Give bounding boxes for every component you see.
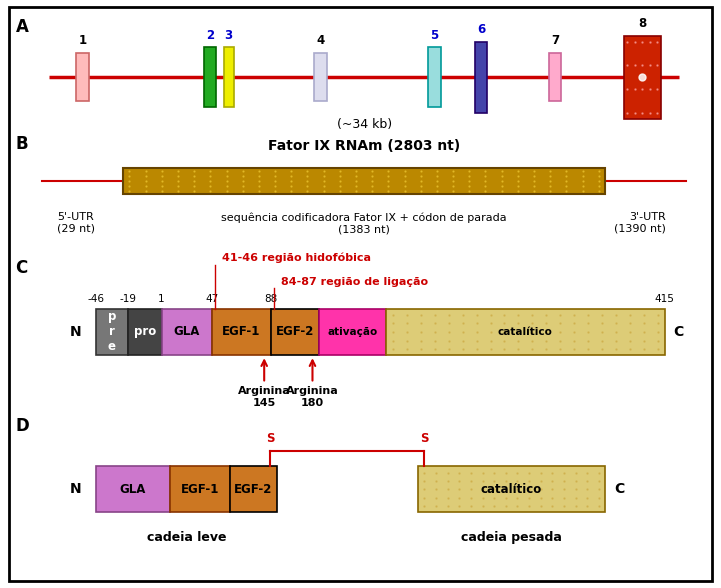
Text: N: N bbox=[70, 482, 81, 496]
Bar bbox=[417, 466, 606, 512]
Text: -19: -19 bbox=[120, 294, 136, 304]
Text: 5: 5 bbox=[430, 29, 438, 42]
Text: 84-87 região de ligação: 84-87 região de ligação bbox=[281, 277, 428, 287]
Bar bbox=[230, 466, 277, 512]
Text: 1: 1 bbox=[159, 294, 165, 304]
Bar bbox=[224, 48, 234, 107]
Text: cadeia leve: cadeia leve bbox=[146, 530, 226, 544]
Text: sequência codificadora Fator IX + códon de parada
(1383 nt): sequência codificadora Fator IX + códon … bbox=[221, 212, 507, 235]
Text: N: N bbox=[70, 325, 81, 339]
Bar bbox=[428, 48, 441, 107]
Bar bbox=[76, 53, 89, 101]
Text: 1: 1 bbox=[79, 35, 87, 48]
Text: catalítico: catalítico bbox=[481, 483, 542, 496]
Text: C: C bbox=[15, 259, 27, 277]
Text: A: A bbox=[15, 18, 28, 36]
Bar bbox=[212, 309, 271, 355]
Text: 3'-UTR
(1390 nt): 3'-UTR (1390 nt) bbox=[614, 212, 666, 234]
Text: 47: 47 bbox=[205, 294, 218, 304]
Bar bbox=[475, 42, 487, 113]
Text: 4: 4 bbox=[317, 35, 324, 48]
Text: C: C bbox=[614, 482, 624, 496]
Bar bbox=[128, 309, 162, 355]
Text: Arginina
180: Arginina 180 bbox=[286, 386, 339, 408]
Text: -46: -46 bbox=[87, 294, 105, 304]
Bar bbox=[123, 168, 606, 194]
Text: GLA: GLA bbox=[174, 325, 200, 339]
Text: 3: 3 bbox=[225, 29, 233, 42]
Text: 2: 2 bbox=[205, 29, 214, 42]
Bar bbox=[271, 309, 319, 355]
Text: C: C bbox=[673, 325, 683, 339]
Text: 5'-UTR
(29 nt): 5'-UTR (29 nt) bbox=[57, 212, 94, 234]
Bar bbox=[624, 36, 661, 119]
Text: 415: 415 bbox=[655, 294, 674, 304]
Text: S: S bbox=[266, 432, 275, 445]
Text: (~34 kb): (~34 kb) bbox=[337, 118, 392, 131]
Bar bbox=[96, 466, 169, 512]
Text: 41-46 região hidofóbica: 41-46 região hidofóbica bbox=[222, 253, 371, 263]
Bar bbox=[169, 466, 230, 512]
Text: EGF-2: EGF-2 bbox=[276, 325, 314, 339]
Text: catalítico: catalítico bbox=[498, 327, 553, 337]
Text: Arginina
145: Arginina 145 bbox=[238, 386, 291, 408]
Text: EGF-1: EGF-1 bbox=[222, 325, 260, 339]
Text: pro: pro bbox=[133, 325, 156, 339]
Text: 7: 7 bbox=[551, 35, 559, 48]
Text: cadeia pesada: cadeia pesada bbox=[461, 530, 562, 544]
Text: GLA: GLA bbox=[120, 483, 146, 496]
Text: B: B bbox=[15, 135, 28, 153]
Text: ativação: ativação bbox=[327, 327, 378, 337]
Text: 88: 88 bbox=[265, 294, 278, 304]
Bar bbox=[386, 309, 665, 355]
Bar bbox=[96, 309, 128, 355]
Bar bbox=[314, 53, 327, 101]
Text: 8: 8 bbox=[638, 17, 647, 30]
Bar bbox=[549, 53, 561, 101]
Text: p
r
e: p r e bbox=[108, 310, 116, 353]
Bar bbox=[204, 48, 216, 107]
Text: D: D bbox=[15, 417, 29, 436]
Text: 6: 6 bbox=[477, 23, 485, 36]
Text: S: S bbox=[420, 432, 429, 445]
Text: EGF-2: EGF-2 bbox=[234, 483, 273, 496]
Bar bbox=[319, 309, 386, 355]
Bar bbox=[162, 309, 212, 355]
Text: Fator IX RNAm (2803 nt): Fator IX RNAm (2803 nt) bbox=[268, 139, 460, 153]
Text: EGF-1: EGF-1 bbox=[181, 483, 219, 496]
